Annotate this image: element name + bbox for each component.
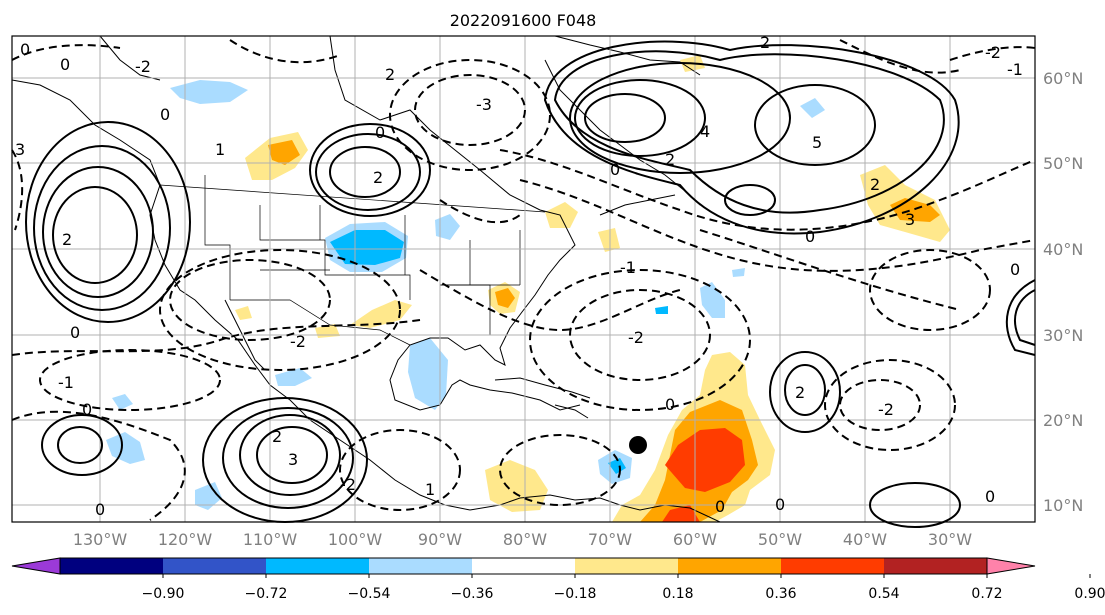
colorbar-segment	[60, 558, 163, 574]
contour-label: -1	[1007, 60, 1023, 79]
contour-label: 3	[905, 210, 915, 229]
contour-label: -2	[290, 332, 306, 351]
colorbar-segment	[266, 558, 369, 574]
contour-label: 0	[610, 160, 620, 179]
contour-label: 0	[375, 123, 385, 142]
contour-label: 0	[1010, 260, 1020, 279]
contour-label: 0	[715, 497, 725, 516]
contour-label: 0	[60, 55, 70, 74]
contour-label: -1	[620, 258, 636, 277]
colorbar-segment	[472, 558, 575, 574]
contour-label: 2	[62, 230, 72, 249]
negative-shading	[106, 80, 825, 510]
colorbar-segment	[884, 558, 987, 574]
lon-label: 90°W	[418, 530, 462, 549]
map-title: 2022091600 F048	[450, 11, 597, 30]
colorbar-tick-label: −0.18	[554, 586, 597, 602]
contour-label: 2	[760, 33, 770, 52]
contour-label: 0	[160, 105, 170, 124]
lat-label: 40°N	[1043, 240, 1083, 259]
contour-label: 2	[272, 427, 282, 446]
colorbar-tick-label: −0.36	[451, 586, 494, 602]
contour-label: 0	[985, 487, 995, 506]
colorbar-tick-label: 0.36	[765, 586, 796, 602]
contour-label: -3	[476, 95, 492, 114]
contour-label: 0	[95, 500, 105, 519]
lat-label: 10°N	[1043, 496, 1083, 515]
contour-label: 4	[700, 122, 710, 141]
colorbar-tick-label: −0.54	[348, 586, 391, 602]
contour-label: -2	[340, 475, 356, 494]
lon-label: 30°W	[928, 530, 972, 549]
colorbar-tick-labels: −0.90 −0.72 −0.54 −0.36 −0.18 0.18 0.36 0.54 0.7…	[142, 574, 1105, 602]
contour-label: 1	[425, 480, 435, 499]
contour-label: 2	[665, 150, 675, 169]
lon-label: 60°W	[673, 530, 717, 549]
lon-axis: 130°W 120°W 110°W 100°W 90°W 80°W 70°W 6…	[73, 530, 972, 549]
storm-center-marker	[629, 436, 647, 454]
lon-label: 50°W	[758, 530, 802, 549]
contour-label: -2	[628, 328, 644, 347]
colorbar-segment	[163, 558, 266, 574]
contour-label: -2	[985, 43, 1001, 62]
colorbar-tick-label: 0.90	[1074, 586, 1105, 602]
positive-contours	[25, 40, 1036, 528]
colorbar-tick-label: 0.18	[662, 586, 693, 602]
lat-label: 60°N	[1043, 69, 1083, 88]
lat-label: 20°N	[1043, 411, 1083, 430]
contour-labels: 0 1 2 2 0 3 2 0 0 0 -1 -2 -2 -3 2 4 5 3 …	[15, 33, 1023, 519]
contour-label: -1	[58, 373, 74, 392]
colorbar-segment	[781, 558, 884, 574]
contour-label: 0	[665, 395, 675, 414]
lon-label: 80°W	[503, 530, 547, 549]
colorbar-segment	[575, 558, 678, 574]
contour-label: -2	[135, 57, 151, 76]
contour-label: 1	[215, 140, 225, 159]
lon-label: 130°W	[73, 530, 128, 549]
lon-label: 70°W	[588, 530, 632, 549]
lat-label: 30°N	[1043, 326, 1083, 345]
colorbar-tick-label: 0.72	[971, 586, 1002, 602]
colorbar-tick-label: 0.54	[868, 586, 899, 602]
contour-label: 2	[373, 168, 383, 187]
contour-label: 0	[775, 495, 785, 514]
positive-shading	[235, 55, 950, 522]
contour-label: 0	[70, 323, 80, 342]
lat-label: 50°N	[1043, 154, 1083, 173]
map-panel: 0 1 2 2 0 3 2 0 0 0 -1 -2 -2 -3 2 4 5 3 …	[11, 33, 1036, 528]
contour-label: -2	[878, 400, 894, 419]
colorbar	[11, 557, 1036, 575]
contour-label: 0	[20, 40, 30, 59]
contour-label: 5	[812, 133, 822, 152]
contour-label: 2	[795, 383, 805, 402]
colorbar-under-extend	[11, 557, 61, 575]
colorbar-segment	[369, 558, 472, 574]
contour-label: 3	[15, 140, 25, 159]
contour-label: 0	[805, 227, 815, 246]
contour-label: 0	[82, 400, 92, 419]
colorbar-tick-label: −0.72	[245, 586, 288, 602]
coastlines	[11, 35, 721, 523]
colorbar-over-extend	[986, 557, 1036, 575]
negative-contours	[11, 39, 1036, 521]
contour-label: 3	[288, 450, 298, 469]
colorbar-segment	[678, 558, 781, 574]
contour-label: 2	[870, 175, 880, 194]
lat-axis: 60°N 50°N 40°N 30°N 20°N 10°N	[1043, 69, 1083, 515]
lon-label: 40°W	[843, 530, 887, 549]
contour-label: 2	[385, 65, 395, 84]
lon-label: 110°W	[243, 530, 298, 549]
lon-label: 120°W	[158, 530, 213, 549]
lon-label: 100°W	[328, 530, 383, 549]
colorbar-tick-label: −0.90	[142, 586, 185, 602]
